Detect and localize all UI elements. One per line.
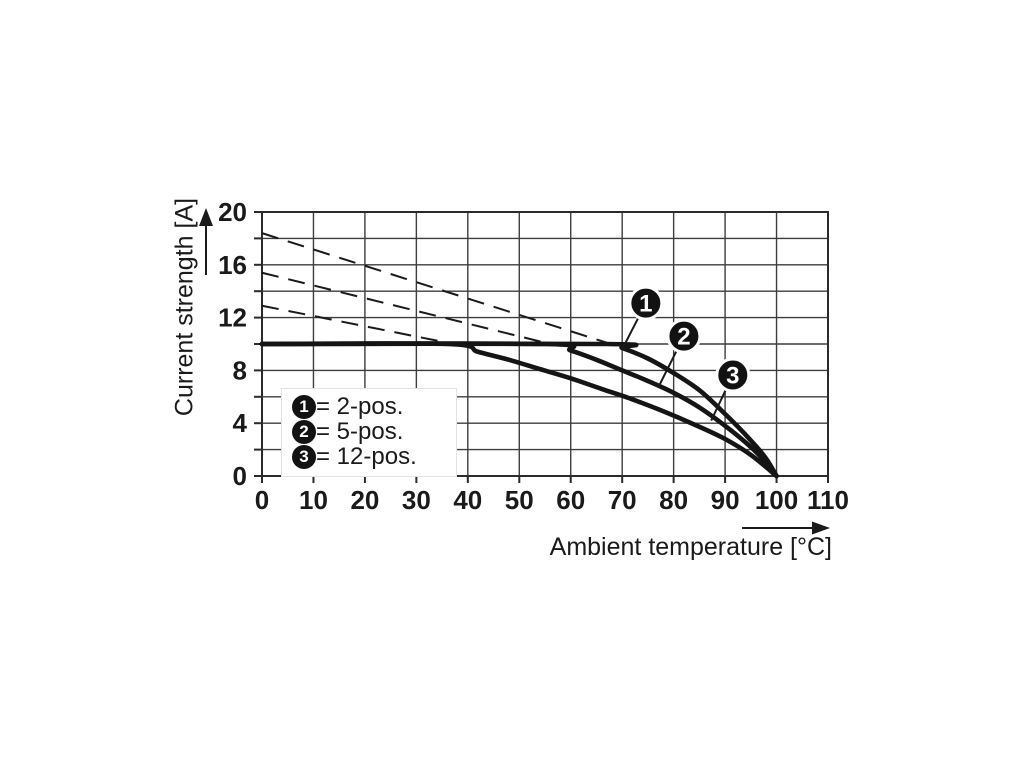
callout-badge-number: 2	[677, 324, 690, 351]
x-tick-label: 20	[350, 485, 379, 515]
dashed-rated-current-line	[261, 304, 448, 344]
dashed-rated-current-line	[261, 271, 546, 344]
x-axis-title: Ambient temperature [°C]	[549, 533, 832, 561]
callout-badge-1-icon	[628, 285, 664, 321]
x-tick-label: 50	[505, 485, 534, 515]
x-tick-label: 60	[556, 485, 585, 515]
x-tick-label: 70	[608, 485, 637, 515]
legend-label-12pos: = 12-pos.	[316, 443, 417, 470]
legend-badge-1-icon: 1	[292, 395, 316, 419]
legend-badge-3-icon: 3	[292, 445, 316, 469]
legend-badge-2-icon: 2	[292, 420, 316, 444]
curve-12-pos	[259, 341, 779, 479]
y-tick-label: 16	[218, 250, 247, 280]
callout-badge-number: 1	[639, 291, 652, 318]
x-tick-label: 90	[711, 485, 740, 515]
legend-item-5pos: 2 = 5-pos.	[292, 420, 446, 444]
x-tick-label: 80	[659, 485, 688, 515]
dashed-rated-current-line	[261, 232, 608, 344]
legend-box: 1 = 2-pos. 2 = 5-pos. 3 = 12-pos.	[281, 388, 457, 477]
y-tick-label: 8	[233, 355, 247, 385]
x-tick-label: 40	[453, 485, 482, 515]
x-tick-label: 110	[807, 485, 849, 515]
callout-badge-2-icon	[666, 318, 702, 354]
x-tick-label: 0	[255, 485, 269, 515]
legend-item-2pos: 1 = 2-pos.	[292, 395, 446, 419]
callout-badge-number: 3	[726, 363, 739, 390]
legend-label-5pos: = 5-pos.	[316, 418, 404, 445]
legend-item-12pos: 3 = 12-pos.	[292, 445, 446, 469]
y-tick-label: 0	[233, 461, 247, 491]
y-tick-label: 12	[218, 303, 247, 333]
y-tick-label: 20	[218, 197, 247, 227]
x-tick-label: 30	[402, 485, 431, 515]
x-tick-label: 100	[755, 485, 798, 515]
x-tick-label: 10	[299, 485, 328, 515]
callout-badge-3-icon	[715, 357, 751, 393]
curve-5-pos	[259, 341, 779, 479]
x-axis-arrowhead-icon	[812, 521, 830, 535]
y-tick-label: 4	[233, 408, 248, 438]
y-axis-arrowhead-icon	[199, 208, 213, 226]
legend-label-2pos: = 2-pos.	[316, 393, 404, 420]
y-axis-title: Current strength [A]	[170, 197, 199, 417]
